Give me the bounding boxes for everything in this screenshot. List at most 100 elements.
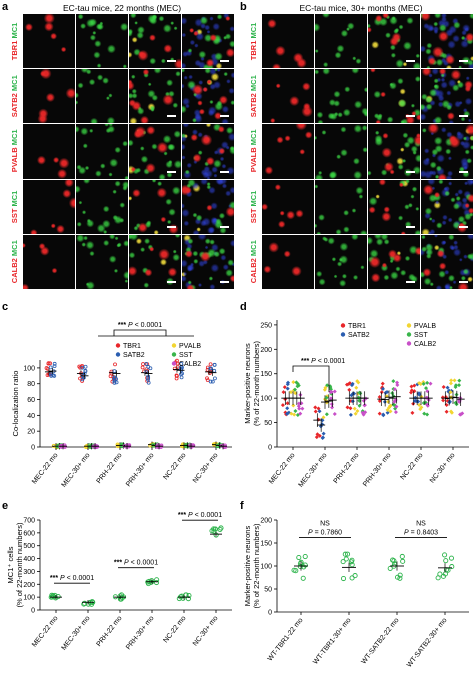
data-point	[321, 415, 326, 420]
micrograph-tile	[368, 69, 420, 124]
row-label-calb2: CALB2 MC1	[249, 240, 258, 284]
row-label-sst: SST MC1	[10, 190, 19, 223]
data-point	[441, 384, 446, 389]
data-point	[217, 526, 223, 532]
data-point	[425, 380, 430, 385]
data-point	[349, 575, 355, 581]
micrograph-tile	[76, 179, 128, 234]
data-point	[332, 389, 337, 394]
data-point	[457, 399, 462, 404]
data-point	[146, 365, 151, 369]
data-point	[380, 386, 385, 391]
x-tick-label: PRH-30+ mo	[125, 615, 156, 651]
micrograph-tile	[23, 234, 75, 289]
micrograph-tile	[129, 179, 181, 234]
micrograph-tile	[421, 124, 473, 179]
data-point	[392, 399, 397, 404]
y-tick-label: 600	[23, 530, 35, 537]
x-tick-label: MEC-22 mo	[31, 452, 60, 486]
panel-f-letter: f	[240, 500, 244, 512]
y-axis-label: MC1⁺ cells	[6, 546, 15, 583]
data-point	[353, 411, 358, 416]
data-point	[449, 409, 454, 414]
scale-bar	[167, 170, 176, 173]
micrograph-tile	[315, 179, 367, 234]
data-point	[448, 555, 455, 561]
data-point	[343, 556, 349, 562]
data-point	[388, 403, 393, 408]
y-axis-label: Co-localization ratio	[11, 371, 20, 437]
y-tick-label: 100	[260, 564, 272, 571]
data-point	[457, 378, 462, 383]
data-point	[172, 366, 177, 371]
data-point	[385, 407, 390, 412]
data-point	[289, 390, 294, 395]
data-point	[348, 406, 353, 411]
p-value-annotation: *** P < 0.0001	[118, 322, 162, 329]
data-point	[362, 403, 367, 408]
data-point	[447, 400, 452, 405]
y-tick-label: 700	[23, 518, 35, 525]
row-label-calb2: CALB2 MC1	[10, 240, 19, 284]
p-value-annotation: *** P < 0.0001	[178, 512, 222, 519]
data-point	[330, 405, 335, 410]
scale-bar	[406, 115, 415, 118]
y-tick-label: 100	[260, 396, 272, 403]
data-point	[209, 528, 215, 534]
data-point	[342, 551, 348, 557]
data-point	[412, 383, 417, 388]
panel-b-letter: b	[240, 1, 247, 13]
scale-bar	[459, 225, 468, 228]
micrograph-tile	[315, 14, 367, 69]
data-point	[314, 435, 319, 440]
data-point	[52, 364, 57, 368]
p-value-annotation: *** P < 0.0001	[50, 575, 94, 582]
row-label-pvalb: PVALB MC1	[10, 130, 19, 173]
legend-label: TBR1	[123, 343, 141, 350]
data-point	[388, 409, 393, 414]
data-point	[289, 411, 294, 416]
data-point	[444, 409, 449, 414]
data-point	[384, 390, 389, 395]
row-label-tbr1: TBR1 MC1	[10, 22, 19, 60]
data-point	[345, 405, 350, 410]
data-point	[360, 410, 365, 415]
x-tick-label: MEC-22 mo	[31, 615, 60, 649]
x-tick-label: NC-30+ mo	[429, 452, 457, 485]
legend-marker	[171, 361, 177, 366]
data-point	[293, 408, 298, 413]
data-point	[395, 380, 400, 385]
micrograph-tile	[182, 124, 234, 179]
y-axis-label: Marker-positive neurons	[243, 343, 252, 424]
data-point	[80, 379, 85, 383]
data-point	[179, 365, 184, 370]
micrograph-tile	[129, 69, 181, 124]
row-label-satb2: SATB2 MC1	[10, 75, 19, 118]
micrograph-tile	[368, 234, 420, 289]
row-label-sst: SST MC1	[249, 190, 258, 223]
data-point	[355, 409, 360, 414]
legend-marker	[171, 352, 177, 357]
y-tick-label: 250	[260, 322, 272, 329]
y-axis-label-2: (% of 22-month numbers)	[15, 522, 24, 608]
scale-bar	[167, 280, 176, 283]
y-tick-label: 200	[260, 347, 272, 354]
data-point	[457, 383, 462, 388]
data-point	[153, 579, 160, 586]
data-point	[392, 387, 397, 392]
data-point	[80, 365, 85, 370]
legend-marker	[115, 343, 121, 348]
data-point	[399, 553, 405, 560]
data-point	[292, 387, 297, 392]
y-tick-label: 0	[31, 608, 35, 615]
legend-marker	[340, 332, 346, 337]
scale-bar	[220, 225, 229, 228]
x-tick-label: PRH-22 mo	[333, 452, 361, 485]
scale-bar	[406, 225, 415, 228]
row-label-satb2: SATB2 MC1	[249, 75, 258, 118]
data-point	[313, 405, 318, 410]
data-point	[390, 557, 396, 563]
legend-marker	[340, 323, 346, 328]
micrograph-tile	[262, 69, 314, 124]
data-point	[48, 361, 52, 366]
